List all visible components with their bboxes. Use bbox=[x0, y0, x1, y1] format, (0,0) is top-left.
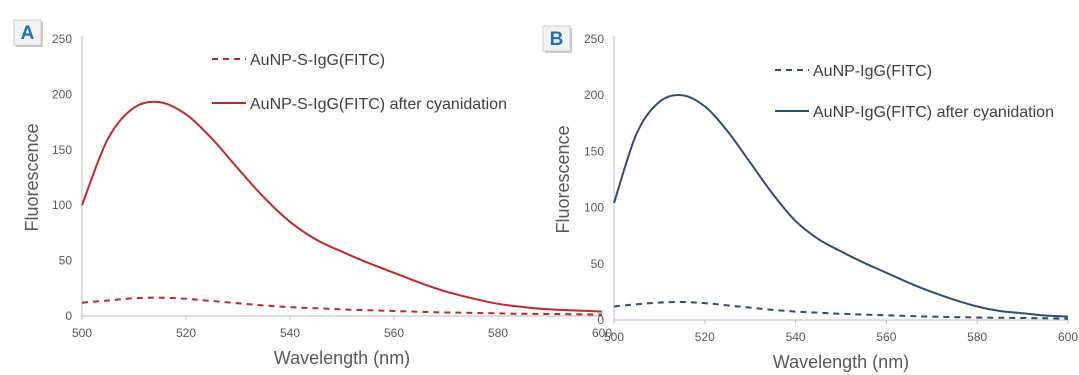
y-tick-label: 50 bbox=[59, 254, 73, 268]
x-tick-label: 600 bbox=[1058, 330, 1078, 344]
x-tick-label: 600 bbox=[592, 326, 612, 340]
panel-badge: A bbox=[13, 19, 43, 47]
y-axis-title: Fluorescence bbox=[22, 123, 42, 231]
y-tick-label: 0 bbox=[65, 309, 72, 323]
series-line-dashed bbox=[613, 300, 1069, 320]
x-tick-label: 540 bbox=[280, 326, 300, 340]
x-tick-label: 540 bbox=[786, 330, 806, 344]
legend-label: AuNP-S-IgG(FITC) bbox=[250, 52, 385, 69]
y-tick-label: 250 bbox=[52, 32, 72, 46]
legend-label: AuNP-IgG(FITC) after cyanidation bbox=[813, 104, 1054, 121]
x-tick-label: 520 bbox=[695, 330, 715, 344]
y-tick-label: 200 bbox=[52, 87, 72, 101]
x-tick-label: 500 bbox=[604, 330, 624, 344]
panel-badge: B bbox=[542, 25, 572, 53]
x-tick-label: 560 bbox=[384, 326, 404, 340]
x-tick-label: 520 bbox=[176, 326, 196, 340]
y-axis-title: Fluorescence bbox=[553, 125, 573, 233]
x-tick-label: 580 bbox=[488, 326, 508, 340]
series-line-solid bbox=[81, 100, 603, 313]
series-line-solid bbox=[613, 94, 1069, 318]
x-tick-label: 580 bbox=[967, 330, 987, 344]
legend-label: AuNP-S-IgG(FITC) after cyanidation bbox=[250, 96, 507, 113]
y-tick-label: 150 bbox=[584, 144, 604, 158]
panel-label: A bbox=[21, 23, 35, 44]
y-tick-label: 100 bbox=[584, 201, 604, 215]
y-tick-label: 150 bbox=[52, 143, 72, 157]
x-tick-label: 560 bbox=[876, 330, 896, 344]
y-tick-label: 50 bbox=[591, 257, 605, 271]
panel-label: B bbox=[550, 29, 564, 50]
x-axis-title: Wavelength (nm) bbox=[773, 352, 909, 372]
x-axis-title: Wavelength (nm) bbox=[274, 348, 410, 368]
y-tick-label: 200 bbox=[584, 88, 604, 102]
y-tick-label: 0 bbox=[597, 313, 604, 327]
legend-label: AuNP-IgG(FITC) bbox=[813, 63, 932, 80]
panel-badge-box bbox=[13, 19, 42, 46]
y-tick-label: 100 bbox=[52, 198, 72, 212]
y-tick-label: 250 bbox=[584, 32, 604, 46]
panel-badge-box bbox=[542, 25, 571, 52]
x-tick-label: 500 bbox=[72, 326, 92, 340]
